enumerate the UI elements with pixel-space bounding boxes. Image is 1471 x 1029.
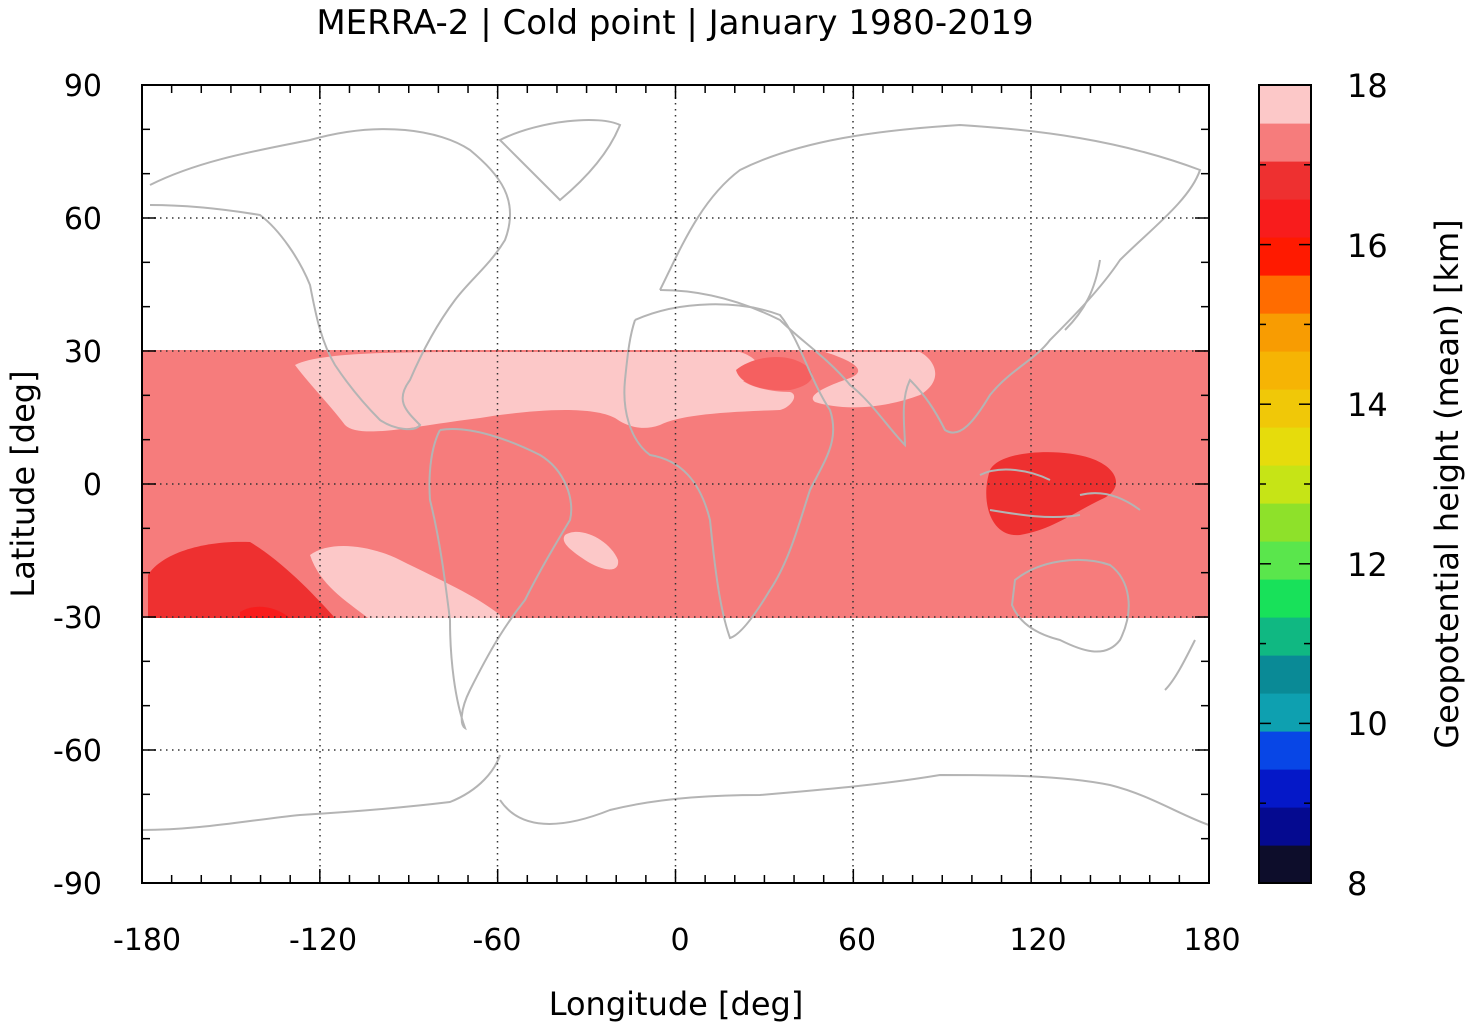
y-tick-label: 60 (64, 202, 102, 237)
x-tick-label: 180 (1183, 923, 1240, 958)
y-axis-label: Latitude [deg] (4, 370, 42, 597)
coast-africa (623, 303, 835, 640)
colorbar-cell (1259, 427, 1311, 466)
colorbar-cell (1259, 541, 1311, 580)
colorbar-label: Geopotential height (mean) [km] (1428, 219, 1466, 748)
x-tick-labels: -180 -120 -60 0 60 120 180 (113, 923, 1241, 958)
x-tick-label: 60 (838, 923, 876, 958)
y-tick-label: -30 (53, 601, 102, 636)
coast-japan (1064, 259, 1101, 331)
colorbar-cell (1259, 237, 1311, 276)
colorbar-cell (1259, 85, 1311, 124)
colorbar-cell (1259, 845, 1311, 884)
colorbar-cell (1259, 389, 1311, 428)
colorbar-tick-label: 14 (1347, 386, 1388, 424)
grid-lines (142, 85, 1209, 883)
x-tick-label: -60 (473, 923, 522, 958)
colorbar-cell (1259, 617, 1311, 656)
colorbar-cell (1259, 275, 1311, 314)
x-tick-label: -120 (289, 923, 357, 958)
colorbar-cell (1259, 465, 1311, 504)
colorbar-cell (1259, 731, 1311, 770)
coast-north-america (149, 128, 511, 431)
coast-australia (1010, 559, 1130, 653)
colorbar-cells (1259, 85, 1311, 884)
colorbar-cell (1259, 123, 1311, 162)
coast-eurasia (659, 123, 1202, 448)
x-tick-label: -180 (113, 923, 181, 958)
colorbar-ticks (1259, 84, 1311, 884)
y-tick-label: 0 (83, 468, 102, 503)
colorbar-tick-labels: 18 16 14 12 10 8 (1347, 67, 1388, 903)
field-low-sw-pacific (148, 541, 335, 618)
colorbar-cell (1259, 769, 1311, 808)
coast-antarctica (142, 754, 1209, 831)
colorbar-tick-label: 16 (1347, 227, 1388, 265)
colorbar: 18 16 14 12 10 8 Geopotential height (me… (1258, 67, 1466, 903)
x-tick-label: 0 (670, 923, 689, 958)
coastlines (142, 119, 1209, 831)
plot-area (141, 84, 1210, 884)
y-tick-label: -90 (53, 867, 102, 902)
coast-new-zealand (1164, 639, 1196, 691)
colorbar-cell (1259, 693, 1311, 732)
y-tick-labels: 90 60 30 0 -30 -60 -90 (53, 69, 102, 902)
coast-indonesia (979, 468, 1141, 519)
colorbar-tick-label: 10 (1347, 705, 1388, 743)
colorbar-tick-label: 12 (1347, 546, 1388, 584)
coast-greenland (498, 119, 622, 202)
colorbar-tick-label: 8 (1347, 865, 1367, 903)
colorbar-cell (1259, 199, 1311, 238)
colorbar-cell (1259, 351, 1311, 390)
colorbar-cell (1259, 655, 1311, 694)
field-high-se-pacific (310, 545, 500, 618)
colorbar-cell (1259, 161, 1311, 200)
colorbar-cell (1259, 503, 1311, 542)
minor-ticks (141, 84, 1210, 884)
colorbar-tick-label: 18 (1347, 67, 1388, 105)
colorbar-cell (1259, 313, 1311, 352)
coast-south-america (428, 428, 573, 731)
colorbar-cell (1259, 807, 1311, 846)
field-high-s-atlantic (563, 531, 619, 570)
field-low-nh-arabia (736, 356, 813, 391)
y-tick-label: -60 (53, 734, 102, 769)
x-tick-label: 120 (1009, 923, 1066, 958)
x-axis-label: Longitude [deg] (549, 985, 804, 1023)
y-tick-label: 90 (64, 69, 102, 104)
colorbar-cell (1259, 579, 1311, 618)
field-lowest-sw-pacific (240, 606, 290, 618)
chart-title: MERRA-2 | Cold point | January 1980-2019 (316, 3, 1033, 43)
field-high-nh-subtropics (295, 352, 795, 432)
y-tick-label: 30 (64, 335, 102, 370)
